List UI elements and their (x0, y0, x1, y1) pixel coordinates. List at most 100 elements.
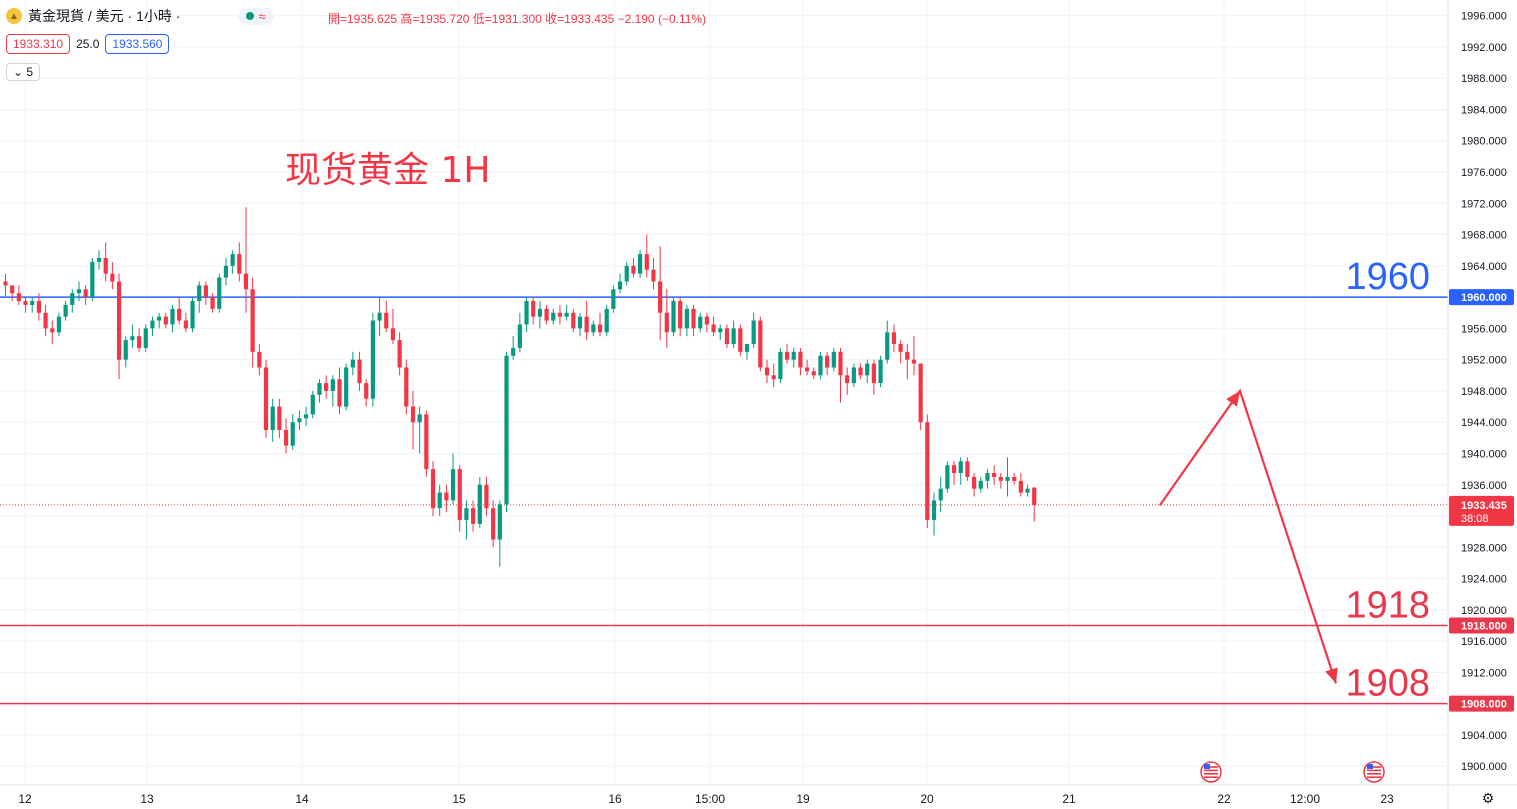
candle-body (517, 324, 522, 348)
candle-body (871, 363, 876, 384)
price-axis[interactable]: 1996.000 1992.000 1988.000 1984.000 1980.000… (1447, 0, 1517, 809)
us-flag-event-icon[interactable] (1363, 761, 1385, 783)
candle-body (163, 316, 168, 325)
candle (731, 320, 736, 348)
candle-body (23, 301, 28, 305)
candle (364, 379, 369, 407)
candle (885, 320, 890, 364)
candle (571, 308, 576, 333)
candle (644, 234, 649, 278)
candle (658, 246, 663, 341)
candle-body (604, 308, 609, 333)
candle-body (10, 285, 15, 294)
y-tick-label: 1996.000 (1461, 11, 1507, 23)
buy-price-button[interactable]: 1933.560 (105, 34, 170, 54)
candle (704, 312, 709, 333)
y-tick-label: 1976.000 (1461, 167, 1507, 179)
candle-body (170, 308, 175, 325)
candle (945, 461, 950, 493)
candle (157, 312, 162, 329)
level-annotation-1918: 1918 (1345, 584, 1430, 626)
candle-body (277, 406, 282, 431)
candle (791, 347, 796, 368)
candle-body (671, 301, 676, 333)
sell-price-button[interactable]: 1933.310 (6, 34, 71, 54)
symbol-title[interactable]: 黃金現貨 / 美元 · 1小時 · (28, 8, 181, 24)
candle-body (851, 367, 856, 384)
candle (197, 281, 202, 313)
candle (384, 301, 389, 333)
level-tag-bg (1449, 289, 1514, 306)
current-price-label: 1933.435 (1461, 500, 1507, 512)
candle-body (103, 258, 108, 274)
candle (103, 242, 108, 282)
candle (631, 258, 636, 278)
candle (604, 304, 609, 337)
candle (764, 359, 770, 384)
y-tick-label: 1968.000 (1461, 230, 1507, 242)
time-axis[interactable]: 12 13 14 15 16 15:00 19 20 21 22 12:00 23 ⚙ (0, 761, 1517, 806)
candle-body (972, 476, 977, 489)
candle-body (304, 414, 309, 419)
candle (651, 258, 656, 290)
candle-body (651, 269, 656, 282)
forecast-arrow (1159, 388, 1338, 684)
market-status-pill[interactable]: ≈ (238, 7, 274, 25)
us-flag-event-icon[interactable] (1200, 761, 1222, 783)
candle-body (1018, 480, 1023, 493)
candle (410, 390, 416, 450)
candle (250, 277, 255, 368)
settings-gear-icon[interactable]: ⚙ (1482, 790, 1495, 806)
candle-body (778, 351, 783, 380)
candle-body (638, 254, 643, 274)
y-tick-label: 1904.000 (1461, 730, 1507, 742)
candle (477, 476, 482, 528)
candle (965, 457, 970, 481)
candle-body (410, 406, 416, 423)
ohlc-readout: 開=1935.625 高=1935.720 低=1931.300 收=1933.… (328, 10, 706, 27)
candle-body (597, 324, 603, 333)
candle (591, 320, 596, 337)
level-annotation-1908: 1908 (1345, 663, 1430, 705)
candle-body (444, 492, 449, 501)
candle-body (678, 301, 683, 329)
candle (1032, 486, 1037, 522)
candle-body (350, 359, 355, 368)
candle-body (985, 473, 990, 481)
candle-body (377, 312, 382, 321)
candle (36, 293, 41, 321)
candle-body (464, 508, 469, 520)
candle (203, 281, 208, 305)
candle (310, 390, 315, 419)
candle (1018, 473, 1023, 497)
candle-body (564, 312, 569, 317)
candle (63, 301, 68, 321)
y-tick-label: 1924.000 (1461, 574, 1507, 586)
candle (210, 293, 215, 313)
candle (918, 363, 923, 431)
candle (597, 312, 603, 337)
candle (70, 289, 75, 313)
candle-body (537, 308, 542, 317)
candle (444, 484, 449, 513)
candle (290, 414, 295, 450)
candle-body (818, 355, 823, 376)
candle-body (497, 504, 502, 540)
candle-body (591, 324, 596, 333)
candle-body (123, 340, 128, 360)
candle-body (951, 465, 957, 474)
candle-body (183, 320, 188, 329)
candle-body (397, 340, 402, 368)
collapse-legend-button[interactable]: ⌄ 5 (6, 63, 41, 81)
candle (137, 328, 142, 352)
candle (497, 500, 502, 567)
candle-body (491, 508, 496, 540)
candle-body (96, 258, 102, 262)
candle-body (905, 351, 910, 360)
level-tag-bg (1449, 695, 1514, 712)
candle (377, 297, 382, 337)
level-axis-label: 1960.000 (1461, 292, 1507, 304)
candle (183, 312, 188, 333)
candle (110, 261, 115, 290)
